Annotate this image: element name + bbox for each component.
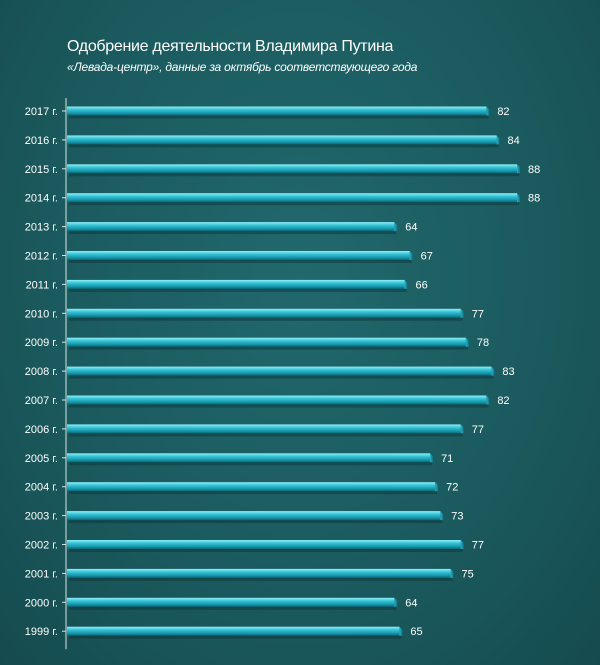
y-tick-label: 2004 г. <box>25 482 58 494</box>
bar <box>67 279 408 292</box>
y-tick-label: 2010 г. <box>25 308 58 320</box>
y-tick-label: 2006 г. <box>25 424 58 436</box>
bar-value-label: 64 <box>405 597 417 609</box>
y-tick-label: 2005 г. <box>25 453 58 465</box>
y-tick-label: 2007 г. <box>25 395 58 407</box>
y-tick-label: 2003 г. <box>25 511 58 523</box>
bar <box>67 164 520 177</box>
bar-value-label: 78 <box>477 337 489 349</box>
chart-title: Одобрение деятельности Владимира Путина <box>67 38 394 55</box>
bar <box>67 626 403 639</box>
bar <box>67 453 434 466</box>
bar-value-label: 88 <box>528 164 540 176</box>
bar <box>67 193 520 206</box>
bar <box>67 251 413 263</box>
y-tick-label: 2017 г. <box>25 106 58 118</box>
bar-value-label: 66 <box>416 279 428 291</box>
bar <box>67 482 439 495</box>
bar-value-label: 67 <box>421 251 433 263</box>
bar <box>67 308 464 321</box>
bar-value-label: 73 <box>451 511 463 523</box>
bar-value-label: 83 <box>502 366 514 378</box>
bar <box>67 597 398 610</box>
bar-value-label: 82 <box>497 106 509 118</box>
y-tick-label: 2009 г. <box>25 337 58 349</box>
y-tick-label: 2011 г. <box>26 279 58 291</box>
bar-value-label: 88 <box>528 193 540 205</box>
bar-value-label: 84 <box>508 135 520 147</box>
y-tick-label: 1999 г. <box>25 626 58 638</box>
chart-subtitle: «Левада-центр», данные за октябрь соотве… <box>67 60 418 74</box>
bar <box>67 424 464 437</box>
bar <box>67 337 469 350</box>
y-tick-label: 2008 г. <box>25 366 58 378</box>
bar <box>67 366 495 379</box>
y-tick-label: 2002 г. <box>25 540 58 552</box>
bar-value-label: 72 <box>446 482 458 494</box>
bar <box>67 222 398 235</box>
bar <box>67 540 464 552</box>
bar-value-label: 65 <box>410 626 422 638</box>
y-tick-label: 2001 г. <box>25 568 58 580</box>
bar <box>67 511 444 524</box>
bar <box>67 106 490 119</box>
bar <box>67 568 454 581</box>
y-tick-label: 2016 г. <box>25 135 58 147</box>
bar <box>67 135 500 148</box>
bar-value-label: 77 <box>472 424 484 436</box>
y-tick-label: 2013 г. <box>25 222 58 234</box>
bar-value-label: 82 <box>497 395 509 407</box>
bar <box>67 395 490 408</box>
y-tick-label: 2015 г. <box>25 164 58 176</box>
bar-value-label: 71 <box>441 453 453 465</box>
y-tick-label: 2014 г. <box>25 193 58 205</box>
bar-value-label: 75 <box>462 568 474 580</box>
y-tick-label: 2012 г. <box>25 251 58 263</box>
bar-value-label: 77 <box>472 540 484 552</box>
bar-value-label: 64 <box>405 222 417 234</box>
bar-value-label: 77 <box>472 308 484 320</box>
y-tick-label: 2000 г. <box>25 597 58 609</box>
